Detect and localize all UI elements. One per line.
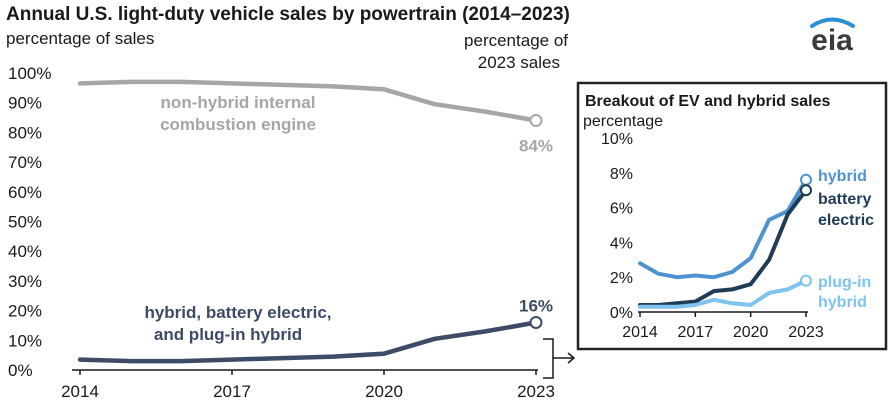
inset-y-tick-label: 4% <box>610 235 633 252</box>
inset-label-plug-in-hybrid: plug-in <box>818 274 871 291</box>
inset-y-tick-labels: 0% 2% 4% 6% 8% 10% <box>601 131 633 322</box>
inset-series-line-plug-in-hybrid <box>638 278 808 309</box>
main-x-tick-label: 2014 <box>61 382 99 401</box>
ice-end-value-label: 84% <box>519 137 553 156</box>
ev-end-value-label: 16% <box>519 296 553 315</box>
inset-breakout-panel: Breakout of EV and hybrid sales percenta… <box>576 81 888 351</box>
main-x-tick-label: 2017 <box>213 382 251 401</box>
inset-series-labels: hybrid battery electric plug-in hybrid <box>818 168 874 311</box>
ev-series-label: hybrid, battery electric, <box>144 303 331 322</box>
main-y-tick-labels: 0% 10% 20% 30% 40% 50% 60% 70% 80% 90% 100% <box>8 64 51 380</box>
inset-series-line-battery-electric <box>638 188 808 307</box>
main-y-tick-label: 90% <box>8 94 42 113</box>
main-y-tick-label: 40% <box>8 242 42 261</box>
inset-label-hybrid: hybrid <box>818 168 867 185</box>
main-series-endpoint <box>529 114 543 128</box>
inset-y-tick-label: 2% <box>610 270 633 287</box>
main-y-tick-label: 60% <box>8 183 42 202</box>
inset-series-endpoint-plug-in-hybrid <box>800 274 812 287</box>
inset-label-plug-in-hybrid: hybrid <box>818 294 867 311</box>
logo-arc-icon <box>810 17 855 28</box>
main-y-tick-label: 30% <box>8 272 42 291</box>
inset-x-tick-label: 2017 <box>678 324 714 341</box>
main-y-tick-label: 0% <box>8 361 33 380</box>
main-series-line-ice <box>77 79 539 123</box>
right-axis-label-line2: 2023 sales <box>478 53 560 72</box>
main-series-line-ev-hybrid <box>77 320 539 364</box>
inset-x-tick-label: 2014 <box>622 324 658 341</box>
inset-label-battery-electric: battery <box>818 191 871 208</box>
chart-title: Annual U.S. light-duty vehicle sales by … <box>6 4 570 25</box>
inset-x-tick-labels: 2014 2017 2020 2023 <box>622 312 824 341</box>
ev-series-label: and plug-in hybrid <box>154 325 302 344</box>
inset-series-line-hybrid <box>638 177 808 280</box>
inset-x-tick-label: 2023 <box>788 324 824 341</box>
inset-x-tick-label: 2020 <box>733 324 769 341</box>
right-axis-label-line1: percentage of <box>464 31 568 50</box>
main-y-tick-label: 100% <box>8 64 51 83</box>
main-series-endpoint <box>529 315 543 329</box>
main-x-tick-label: 2020 <box>365 382 403 401</box>
main-series-group <box>77 79 543 364</box>
ice-series-label: non-hybrid internal <box>161 93 316 112</box>
logo-text: eia <box>811 24 853 57</box>
main-y-tick-label: 70% <box>8 153 42 172</box>
inset-series-endpoint-hybrid <box>800 173 812 186</box>
main-y-tick-label: 50% <box>8 213 42 232</box>
inset-y-tick-label: 6% <box>610 201 633 218</box>
ice-series-label: combustion engine <box>160 115 316 134</box>
main-x-tick-label: 2023 <box>517 382 555 401</box>
main-x-tick-labels: 2014 2017 2020 2023 <box>61 370 555 401</box>
inset-series-endpoint-battery-electric <box>800 184 812 197</box>
inset-y-tick-label: 0% <box>610 305 633 322</box>
left-axis-label: percentage of sales <box>6 29 154 48</box>
main-y-tick-label: 20% <box>8 302 42 321</box>
main-y-tick-label: 80% <box>8 123 42 142</box>
inset-y-tick-label: 10% <box>601 131 633 148</box>
inset-label-battery-electric: electric <box>818 212 874 229</box>
main-series-labels: non-hybrid internal combustion engine 84% h… <box>144 93 553 344</box>
inset-y-tick-label: 8% <box>610 166 633 183</box>
inset-y-axis-label: percentage <box>583 113 663 130</box>
inset-connector-bracket <box>543 338 576 379</box>
eia-logo: eia <box>810 17 855 57</box>
main-y-tick-label: 10% <box>8 331 42 350</box>
inset-title: Breakout of EV and hybrid sales <box>585 93 831 110</box>
main-line-chart: 0%10%20%30%40%50%60%70%80%90%100% 2014 20… <box>8 64 576 401</box>
inset-series-group <box>638 173 812 309</box>
